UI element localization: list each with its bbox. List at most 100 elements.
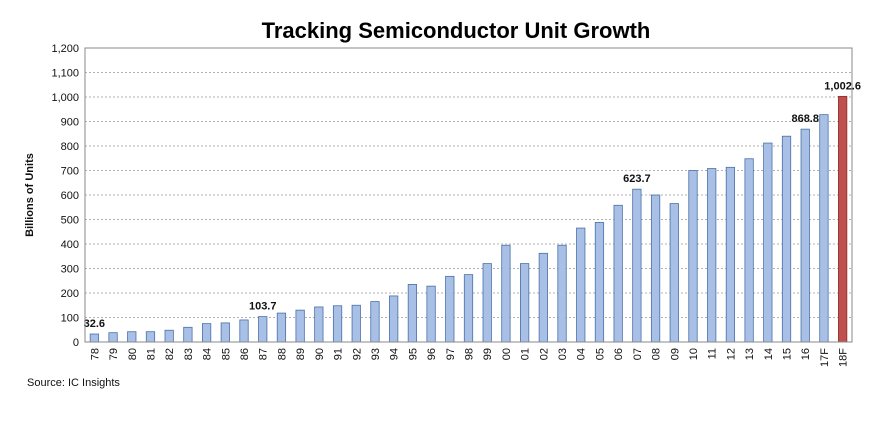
x-tick-label: 03 <box>557 348 569 360</box>
x-tick-label: 90 <box>314 348 326 360</box>
plot-frame <box>84 47 853 343</box>
x-tick-label: 87 <box>258 348 270 360</box>
x-tick-label: 83 <box>183 348 195 360</box>
bar-01 <box>520 263 530 343</box>
x-tick-label: 04 <box>576 348 588 360</box>
bar-92 <box>351 304 361 343</box>
bar-95 <box>407 284 417 343</box>
y-axis-ticks: 0 100 200 300 400 500 600 700 800 900 1,000 1,100 1,… <box>51 43 79 349</box>
x-tick-label: 79 <box>108 348 120 360</box>
x-tick-label: 18F <box>838 348 850 367</box>
x-tick-label: 08 <box>651 348 663 360</box>
bar-86 <box>239 319 249 343</box>
bar-81 <box>145 331 156 343</box>
bar-16 <box>800 128 810 343</box>
y-tick-label: 700 <box>61 166 79 178</box>
bar-15 <box>781 135 792 343</box>
y-tick-label: 1,000 <box>51 92 79 104</box>
x-tick-label: 00 <box>501 348 513 360</box>
x-tick-label: 15 <box>782 348 794 360</box>
bar-78 <box>89 333 99 343</box>
chart-title: Tracking Semiconductor Unit Growth <box>262 18 651 43</box>
data-label: 623.7 <box>623 173 651 185</box>
bar-84 <box>201 323 212 343</box>
x-tick-label: 95 <box>407 348 419 360</box>
x-tick-label: 91 <box>333 348 345 360</box>
x-tick-label: 02 <box>538 348 550 360</box>
bar-06 <box>613 204 623 343</box>
x-tick-label: 10 <box>688 348 700 360</box>
bar-85 <box>220 322 230 343</box>
x-tick-label: 14 <box>763 348 775 360</box>
bar-12 <box>725 166 736 343</box>
bar-89 <box>295 309 305 343</box>
x-tick-label: 89 <box>295 348 307 360</box>
x-tick-label: 12 <box>725 348 737 360</box>
y-tick-label: 900 <box>61 117 79 129</box>
data-label: 1,002.6 <box>824 80 861 92</box>
x-tick-label: 80 <box>127 348 139 360</box>
y-tick-label: 1,200 <box>51 43 79 55</box>
bar-98 <box>463 274 474 343</box>
x-tick-label: 86 <box>239 348 251 360</box>
bar-10 <box>688 170 698 343</box>
y-tick-label: 800 <box>61 141 79 153</box>
y-tick-label: 500 <box>61 215 79 227</box>
bar-97 <box>445 275 455 343</box>
x-tick-label: 99 <box>482 348 494 360</box>
bar-90 <box>314 306 324 343</box>
y-axis-label: Billions of Units <box>24 153 36 237</box>
bar-13 <box>744 158 754 343</box>
y-tick-label: 1,100 <box>51 68 79 80</box>
bar-96 <box>426 285 436 343</box>
x-tick-label: 82 <box>164 348 176 360</box>
x-tick-label: 92 <box>351 348 363 360</box>
bar-02 <box>538 252 548 343</box>
bar-91 <box>332 305 343 343</box>
bar-03 <box>557 244 567 343</box>
x-tick-label: 93 <box>370 348 382 360</box>
y-tick-label: 400 <box>61 239 79 251</box>
x-tick-label: 05 <box>594 348 606 360</box>
bar-80 <box>127 331 137 343</box>
x-tick-label: 94 <box>389 348 401 360</box>
x-tick-label: 01 <box>520 348 532 360</box>
x-tick-label: 84 <box>202 348 214 360</box>
bar-79 <box>108 332 118 343</box>
bar-08 <box>650 194 661 343</box>
bar-04 <box>576 227 586 343</box>
bar-18F <box>838 95 848 343</box>
bar-82 <box>164 329 174 343</box>
x-tick-label: 88 <box>276 348 288 360</box>
bar-14 <box>763 142 773 343</box>
x-tick-label: 06 <box>613 348 625 360</box>
bar-87 <box>258 316 268 343</box>
x-tick-label: 98 <box>464 348 476 360</box>
x-axis-ticks: 78 79 80 81 82 83 84 85 86 87 88 89 90 91 92 93 94 95 96 97… <box>89 348 849 367</box>
data-label: 32.6 <box>84 318 105 330</box>
bar-07 <box>632 188 642 343</box>
bar-93 <box>370 301 380 343</box>
x-tick-label: 78 <box>89 348 101 360</box>
bar-88 <box>276 312 287 343</box>
x-tick-label: 81 <box>145 348 157 360</box>
data-label: 103.7 <box>249 301 277 313</box>
x-tick-label: 17F <box>819 348 831 367</box>
y-tick-label: 300 <box>61 264 79 276</box>
x-tick-label: 16 <box>800 348 812 360</box>
data-labels: 32.6 103.7 623.7 868.8 1,002.6 <box>84 80 861 330</box>
y-tick-label: 100 <box>61 313 79 325</box>
bar-09 <box>669 203 679 343</box>
bar-94 <box>389 295 399 343</box>
y-tick-label: 0 <box>73 337 79 349</box>
y-tick-label: 600 <box>61 190 79 202</box>
x-tick-label: 09 <box>669 348 681 360</box>
bar-83 <box>183 326 193 343</box>
source-note: Source: IC Insights <box>27 377 120 389</box>
x-tick-label: 13 <box>744 348 756 360</box>
x-tick-label: 85 <box>220 348 232 360</box>
bar-99 <box>482 263 492 343</box>
bar-11 <box>707 168 717 343</box>
x-tick-label: 97 <box>445 348 457 360</box>
